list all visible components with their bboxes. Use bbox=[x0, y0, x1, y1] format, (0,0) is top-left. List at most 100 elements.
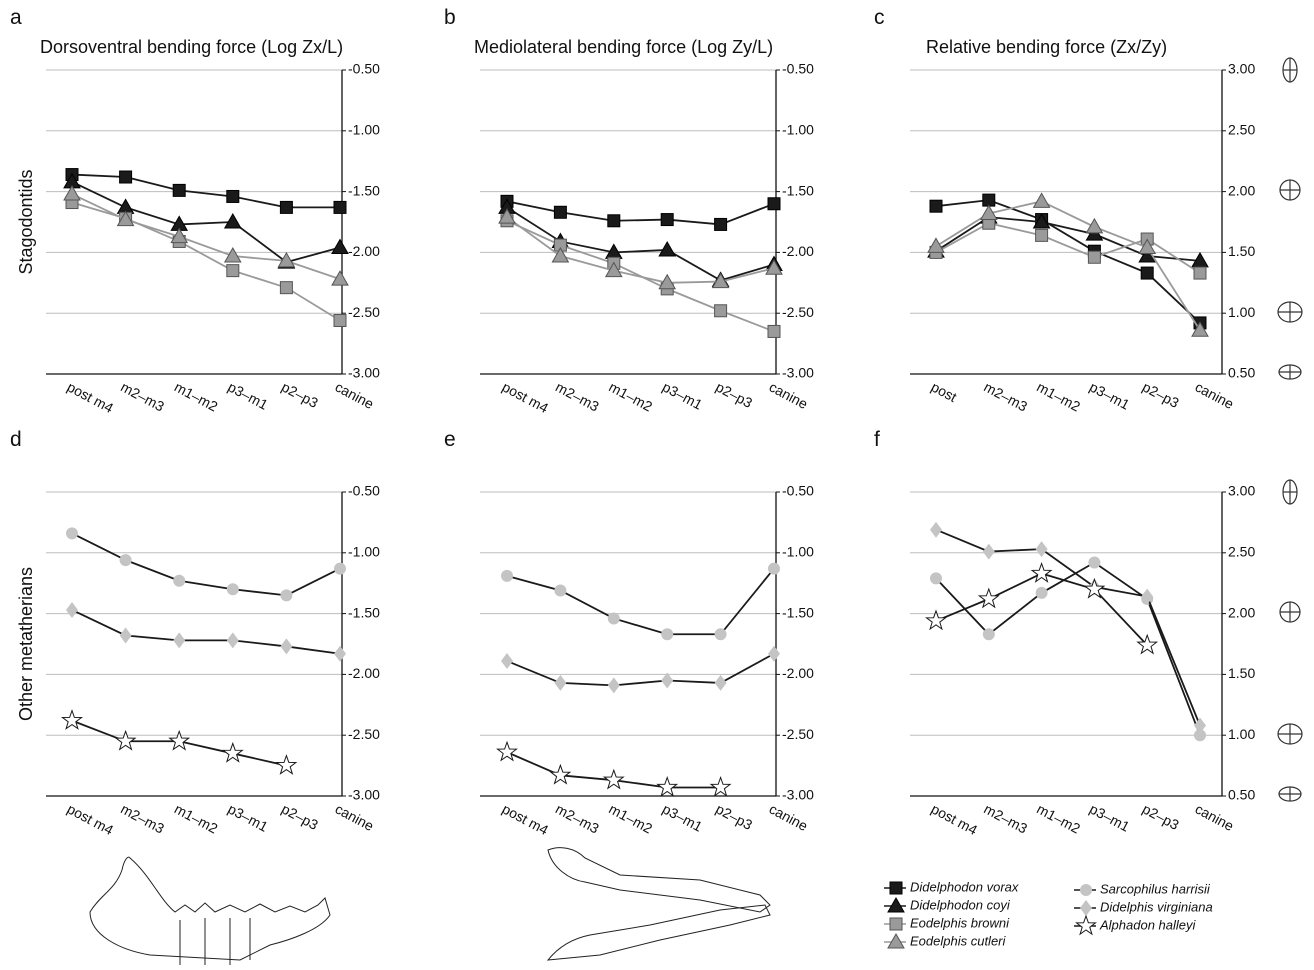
marker bbox=[661, 214, 673, 226]
series-line bbox=[936, 563, 1200, 736]
x-tick-label: canine bbox=[767, 379, 811, 413]
legend-label: Alphadon halleyi bbox=[1099, 917, 1197, 932]
marker bbox=[1034, 193, 1050, 207]
x-tick-label: m2–m3 bbox=[118, 801, 167, 837]
x-tick-label: p2–p3 bbox=[1140, 379, 1182, 412]
marker bbox=[768, 646, 780, 662]
marker bbox=[554, 584, 566, 596]
marker bbox=[983, 194, 995, 206]
y-tick-label: -2.50 bbox=[782, 726, 814, 742]
y-tick-label: -2.50 bbox=[782, 304, 814, 320]
x-tick-label: canine bbox=[333, 379, 377, 413]
x-tick-label: p3–m1 bbox=[660, 801, 705, 835]
marker bbox=[1088, 251, 1100, 263]
y-tick-label: 1.50 bbox=[1228, 243, 1255, 259]
y-tick-label: -1.00 bbox=[782, 544, 814, 560]
x-tick-label: p2–p3 bbox=[713, 801, 755, 834]
y-tick-label: -0.50 bbox=[348, 483, 380, 499]
y-tick-label: -1.00 bbox=[348, 544, 380, 560]
marker bbox=[983, 628, 995, 640]
x-tick-label: m2–m3 bbox=[118, 379, 167, 415]
jaw-lateral-drawing bbox=[90, 857, 330, 965]
x-tick-label: canine bbox=[1193, 379, 1237, 413]
legend-marker bbox=[1077, 916, 1096, 934]
marker bbox=[1036, 587, 1048, 599]
y-tick-label: -1.00 bbox=[348, 122, 380, 138]
x-tick-label: canine bbox=[333, 801, 377, 835]
marker bbox=[930, 522, 942, 538]
series-line bbox=[507, 654, 774, 686]
y-tick-label: -0.50 bbox=[782, 483, 814, 499]
x-tick-label: p3–m1 bbox=[1087, 379, 1132, 413]
marker bbox=[1036, 541, 1048, 557]
series-line bbox=[72, 203, 340, 321]
marker bbox=[930, 200, 942, 212]
y-tick-label: -1.50 bbox=[348, 182, 380, 198]
marker bbox=[173, 184, 185, 196]
x-tick-label: p2–p3 bbox=[279, 379, 321, 412]
marker bbox=[928, 238, 944, 252]
legend-label: Didelphodon vorax bbox=[910, 879, 1019, 894]
x-tick-label: p3–m1 bbox=[660, 379, 705, 413]
y-tick-label: 3.00 bbox=[1228, 61, 1255, 77]
panel-title: Mediolateral bending force (Log Zy/L) bbox=[474, 37, 773, 57]
panel-letter: b bbox=[444, 6, 456, 29]
series-line bbox=[72, 175, 340, 208]
series-line bbox=[507, 201, 774, 224]
legend-marker bbox=[890, 918, 902, 930]
x-tick-label: m1–m2 bbox=[172, 801, 221, 837]
marker bbox=[768, 563, 780, 575]
legend-label: Eodelphis browni bbox=[910, 915, 1010, 930]
x-tick-label: canine bbox=[767, 801, 811, 835]
series-line bbox=[72, 533, 340, 595]
y-tick-label: -1.50 bbox=[348, 604, 380, 620]
series-line bbox=[936, 573, 1147, 645]
legend-label: Didelphis virginiana bbox=[1100, 899, 1213, 914]
marker bbox=[715, 628, 727, 640]
marker bbox=[1032, 564, 1051, 582]
y-tick-label: -2.00 bbox=[348, 243, 380, 259]
y-tick-label: -3.00 bbox=[782, 787, 814, 803]
y-tick-label: -1.50 bbox=[782, 182, 814, 198]
x-tick-label: post m4 bbox=[500, 379, 552, 417]
marker bbox=[930, 572, 942, 584]
marker bbox=[227, 632, 239, 648]
y-tick-label: 2.50 bbox=[1228, 122, 1255, 138]
marker bbox=[983, 544, 995, 560]
marker bbox=[170, 731, 189, 749]
series-line bbox=[936, 201, 1200, 330]
marker bbox=[120, 171, 132, 183]
row-label: Stagodontids bbox=[16, 169, 36, 274]
y-tick-label: 1.50 bbox=[1228, 665, 1255, 681]
marker bbox=[715, 305, 727, 317]
panel-letter: e bbox=[444, 428, 456, 451]
x-tick-label: m2–m3 bbox=[981, 379, 1030, 415]
marker bbox=[66, 602, 78, 618]
legend-marker bbox=[888, 898, 904, 912]
x-tick-label: post m4 bbox=[65, 801, 117, 839]
y-tick-label: 2.00 bbox=[1228, 604, 1255, 620]
marker bbox=[227, 265, 239, 277]
y-tick-label: -1.50 bbox=[782, 604, 814, 620]
panel-letter: f bbox=[874, 428, 880, 451]
marker bbox=[501, 653, 513, 669]
marker bbox=[225, 214, 241, 228]
marker bbox=[277, 756, 296, 774]
y-tick-label: 0.50 bbox=[1228, 787, 1255, 803]
marker bbox=[715, 218, 727, 230]
x-tick-label: post m4 bbox=[65, 379, 117, 417]
series-line bbox=[936, 217, 1200, 261]
panel-letter: a bbox=[10, 6, 22, 29]
x-tick-label: post m4 bbox=[500, 801, 552, 839]
legend-label: Eodelphis cutleri bbox=[910, 933, 1006, 948]
panel-letter: c bbox=[874, 6, 885, 29]
marker bbox=[227, 190, 239, 202]
figure: aDorsoventral bending force (Log Zx/L)St… bbox=[0, 0, 1314, 965]
marker bbox=[227, 583, 239, 595]
marker bbox=[334, 201, 346, 213]
legend-label: Didelphodon coyi bbox=[910, 897, 1011, 912]
series-line bbox=[936, 530, 1200, 726]
x-tick-label: m2–m3 bbox=[553, 801, 602, 837]
marker bbox=[173, 632, 185, 648]
marker bbox=[120, 554, 132, 566]
